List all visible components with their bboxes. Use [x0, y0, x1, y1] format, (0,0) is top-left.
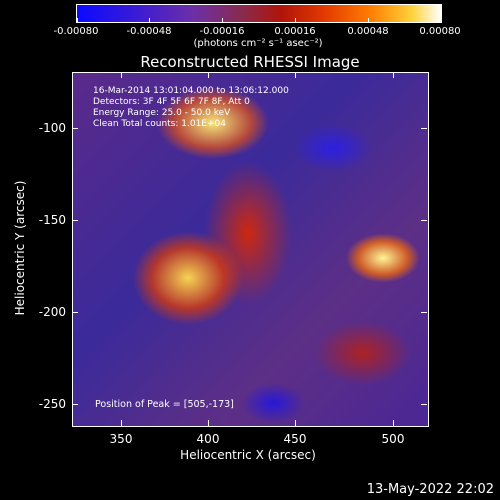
y-tick [72, 220, 78, 221]
colorbar-label: -0.00016 [199, 26, 245, 37]
colorbar [76, 4, 442, 23]
x-tick [208, 420, 209, 426]
energy-range-text: Energy Range: 25.0 - 50.0 keV [93, 108, 231, 118]
colorbar-tick [295, 18, 296, 23]
algorithm-text: Clean Total counts: 1.01E+04 [93, 119, 226, 129]
y-tick [72, 128, 78, 129]
x-tick [121, 420, 122, 426]
y-tick-label: -200 [38, 305, 66, 319]
colorbar-label: -0.00048 [126, 26, 172, 37]
peak-position-text: Position of Peak = [505,-173] [95, 399, 234, 410]
x-tick [208, 72, 209, 78]
y-axis-label: Heliocentric Y (arcsec) [13, 180, 27, 316]
x-tick-label: 450 [283, 432, 307, 446]
colorbar-units: (photons cm⁻² s⁻¹ asec⁻²) [193, 38, 323, 49]
colorbar-label: 0.00080 [419, 26, 461, 37]
y-tick [421, 404, 427, 405]
image-title: Reconstructed RHESSI Image [140, 53, 360, 71]
plot-datestamp: 13-May-2022 22:02 [366, 482, 494, 497]
y-tick [72, 312, 78, 313]
detectors-text: Detectors: 3F 4F 5F 6F 7F 8F, Att 0 [93, 97, 250, 107]
colorbar-tick [77, 18, 78, 23]
colorbar-tick [149, 18, 150, 23]
x-tick [295, 420, 296, 426]
colorbar-tick [368, 18, 369, 23]
colorbar-label: 0.00016 [274, 26, 316, 37]
y-tick-label: -100 [38, 121, 66, 135]
rhessi-image: 16-Mar-2014 13:01:04.000 to 13:06:12.000… [72, 72, 429, 427]
colorbar-tick [440, 18, 441, 23]
x-axis-label: Heliocentric X (arcsec) [180, 448, 316, 462]
y-tick-label: -150 [38, 213, 66, 227]
x-tick [393, 72, 394, 78]
x-tick-label: 400 [196, 432, 220, 446]
y-tick [421, 312, 427, 313]
x-tick-label: 350 [109, 432, 133, 446]
colorbar-label: -0.00080 [53, 26, 99, 37]
colorbar-label: 0.00048 [347, 26, 389, 37]
y-tick [421, 220, 427, 221]
y-tick [72, 404, 78, 405]
x-tick [121, 72, 122, 78]
colorbar-tick [222, 18, 223, 23]
y-tick [421, 128, 427, 129]
x-tick [295, 72, 296, 78]
time-range-text: 16-Mar-2014 13:01:04.000 to 13:06:12.000 [93, 86, 289, 96]
x-tick-label: 500 [381, 432, 405, 446]
y-tick-label: -250 [38, 397, 66, 411]
x-tick [393, 420, 394, 426]
